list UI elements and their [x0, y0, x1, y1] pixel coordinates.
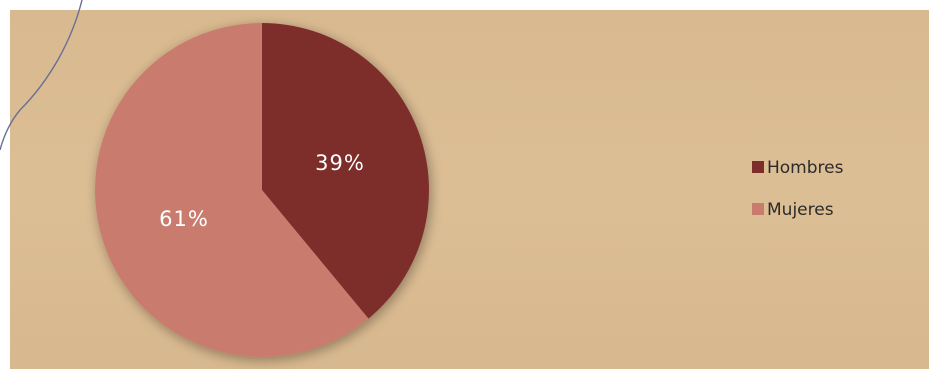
pie-slice-hombres [262, 23, 429, 319]
data-label-hombres: 39% [315, 151, 365, 175]
pie-slices [95, 23, 429, 357]
legend: Hombres Mujeres [752, 158, 844, 220]
legend-swatch-mujeres [752, 203, 764, 215]
data-label-mujeres: 61% [159, 207, 209, 231]
decorative-curve [0, 0, 83, 151]
legend-swatch-hombres [752, 161, 764, 173]
pie-slice-mujeres [95, 23, 369, 357]
legend-label-mujeres: Mujeres [767, 200, 834, 220]
pie-slice-labels: 39% 61% [159, 151, 365, 231]
legend-label-hombres: Hombres [767, 158, 844, 178]
